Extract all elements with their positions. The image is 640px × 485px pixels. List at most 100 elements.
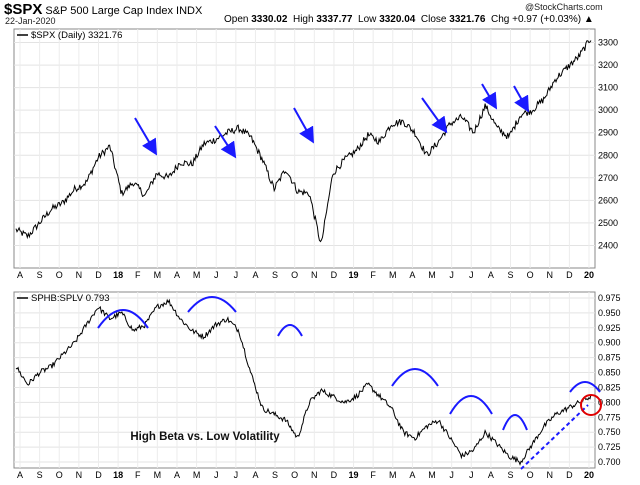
y-tick-label: 0.850	[598, 368, 621, 378]
x-tick-label: M	[193, 470, 201, 480]
top-arc	[187, 296, 237, 313]
x-tick-label: N	[547, 270, 554, 280]
top-arrow	[481, 83, 498, 110]
symbol-name: S&P 500 Large Cap Index INDX	[45, 5, 203, 17]
x-tick-label: N	[76, 470, 83, 480]
x-tick-label: 19	[349, 270, 359, 280]
x-tick-label: M	[154, 270, 162, 280]
x-tick-label: A	[252, 470, 258, 480]
y-tick-label: 0.900	[598, 338, 621, 348]
price-line	[15, 298, 592, 466]
x-tick-label: J	[449, 270, 454, 280]
x-tick-label: A	[174, 270, 180, 280]
x-tick-label: J	[234, 470, 239, 480]
x-tick-label: J	[469, 470, 474, 480]
y-tick-label: 0.975	[598, 293, 621, 303]
trend-line	[520, 404, 589, 470]
y-tick-label: 0.875	[598, 353, 621, 363]
x-tick-label: A	[409, 270, 415, 280]
top-arc	[97, 309, 149, 329]
panel-frame	[13, 28, 596, 269]
y-tick-label: 3200	[598, 60, 618, 70]
highlight-circle	[580, 394, 602, 416]
top-arrow	[293, 107, 314, 144]
x-tick-label: N	[311, 270, 318, 280]
x-tick-label: A	[17, 470, 23, 480]
x-tick-label: D	[566, 470, 573, 480]
x-tick-label: 19	[349, 470, 359, 480]
x-tick-label: S	[508, 470, 514, 480]
top-arc	[502, 414, 528, 431]
x-tick-label: O	[291, 270, 298, 280]
x-tick-label: D	[331, 470, 338, 480]
symbol-title: $SPX S&P 500 Large Cap Index INDX	[4, 1, 203, 18]
y-tick-label: 2800	[598, 150, 618, 160]
x-tick-label: O	[56, 470, 63, 480]
x-tick-label: A	[409, 470, 415, 480]
x-tick-label: M	[193, 270, 201, 280]
x-tick-label: S	[37, 470, 43, 480]
y-tick-label: 0.825	[598, 382, 621, 392]
x-tick-label: 20	[584, 470, 594, 480]
x-tick-label: N	[547, 470, 554, 480]
x-tick-label: F	[370, 470, 376, 480]
x-tick-label: J	[214, 470, 219, 480]
panel-title: $SPX (Daily) 3321.76	[31, 30, 122, 41]
x-tick-label: M	[389, 270, 397, 280]
x-tick-label: O	[56, 270, 63, 280]
top-arc	[277, 324, 303, 337]
ohlc-readout: Open 3330.02 High 3337.77 Low 3320.04 Cl…	[224, 14, 594, 25]
chart-header: $SPX S&P 500 Large Cap Index INDX 22-Jan-…	[0, 0, 640, 28]
x-tick-label: M	[428, 270, 436, 280]
x-tick-label: N	[311, 470, 318, 480]
x-tick-label: J	[214, 270, 219, 280]
y-tick-label: 0.775	[598, 412, 621, 422]
top-arc	[569, 381, 601, 393]
y-tick-label: 0.700	[598, 457, 621, 467]
x-tick-label: 18	[113, 270, 123, 280]
x-tick-label: D	[95, 270, 102, 280]
panel-title: SPHB:SPLV 0.793	[31, 293, 110, 304]
y-tick-label: 0.750	[598, 427, 621, 437]
y-tick-label: 2700	[598, 173, 618, 183]
x-tick-label: N	[76, 270, 83, 280]
x-tick-label: F	[135, 270, 141, 280]
x-tick-label: A	[488, 470, 494, 480]
x-tick-label: J	[234, 270, 239, 280]
top-arc	[391, 368, 439, 387]
x-tick-label: S	[272, 270, 278, 280]
x-tick-label: 20	[584, 270, 594, 280]
panel-frame	[13, 291, 596, 469]
x-tick-label: J	[469, 270, 474, 280]
x-tick-label: D	[95, 470, 102, 480]
price-line	[15, 40, 592, 243]
y-tick-label: 0.725	[598, 442, 621, 452]
y-tick-label: 2500	[598, 218, 618, 228]
x-tick-label: M	[389, 470, 397, 480]
stockcharts-watermark: @StockCharts.com	[525, 2, 603, 12]
y-tick-label: 0.925	[598, 323, 621, 333]
annotation-text: High Beta vs. Low Volatility	[130, 431, 280, 443]
x-tick-label: O	[527, 470, 534, 480]
y-tick-label: 2400	[598, 240, 618, 250]
x-tick-label: A	[252, 270, 258, 280]
x-tick-label: S	[508, 270, 514, 280]
x-tick-label: A	[174, 470, 180, 480]
x-tick-label: 18	[113, 470, 123, 480]
x-tick-label: S	[272, 470, 278, 480]
x-tick-label: D	[566, 270, 573, 280]
x-tick-label: M	[428, 470, 436, 480]
x-tick-label: J	[449, 470, 454, 480]
x-tick-label: O	[291, 470, 298, 480]
x-tick-label: O	[527, 270, 534, 280]
top-arrow	[134, 117, 158, 156]
top-arrow	[214, 125, 237, 159]
top-arrow	[421, 97, 448, 134]
y-tick-label: 3100	[598, 83, 618, 93]
chart-date: 22-Jan-2020	[5, 16, 56, 26]
x-tick-label: F	[135, 470, 141, 480]
x-tick-label: A	[488, 270, 494, 280]
y-tick-label: 2900	[598, 128, 618, 138]
y-tick-label: 2600	[598, 195, 618, 205]
